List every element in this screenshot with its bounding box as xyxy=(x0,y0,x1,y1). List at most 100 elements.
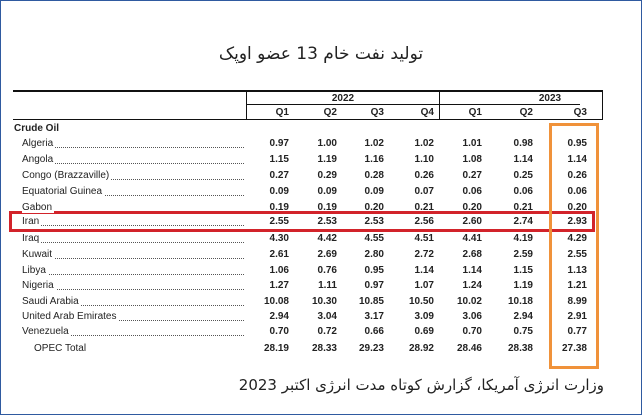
quarter-header: Q2 xyxy=(519,107,533,118)
value-cell: 1.15 xyxy=(513,265,533,276)
value-cell: 0.77 xyxy=(567,326,587,337)
value-cell: 4.29 xyxy=(567,233,587,244)
table-top-rule xyxy=(13,90,603,92)
value-cell: 2.59 xyxy=(513,249,533,260)
value-cell: 10.30 xyxy=(311,296,337,307)
table-row: Venezuela 0.70 0.72 0.66 0.69 0.70 0.75 0.77 xyxy=(0,324,642,340)
value-cell: 1.01 xyxy=(462,138,482,149)
table-row: Gabon 0.19 0.19 0.20 0.21 0.20 0.21 0.20 xyxy=(0,200,642,216)
value-cell: 0.09 xyxy=(364,186,384,197)
value-cell: 0.28 xyxy=(364,170,384,181)
year-underline-2022 xyxy=(247,104,439,105)
country-name: Venezuela xyxy=(22,326,71,337)
value-cell: 2.55 xyxy=(567,249,587,260)
country-cell: Libya xyxy=(22,263,244,279)
country-name: Angola xyxy=(22,154,56,165)
value-cell: 0.98 xyxy=(513,138,533,149)
country-cell: Angola xyxy=(22,152,244,168)
value-cell: 2.94 xyxy=(513,311,533,322)
value-cell: 1.24 xyxy=(462,280,482,291)
table-row: Libya 1.06 0.76 0.95 1.14 1.14 1.15 1.13 xyxy=(0,263,642,279)
value-cell: 0.26 xyxy=(414,170,434,181)
table-row: Nigeria 1.27 1.11 0.97 1.07 1.24 1.19 1.21 xyxy=(0,278,642,294)
iran-row-highlight xyxy=(9,211,595,232)
value-cell: 10.02 xyxy=(456,296,482,307)
value-cell: 1.14 xyxy=(414,265,434,276)
value-cell: 2.93 xyxy=(567,216,587,227)
dot-leader xyxy=(22,258,244,259)
value-cell: 2.72 xyxy=(414,249,434,260)
country-cell: Algeria xyxy=(22,136,244,152)
quarter-header: Q3 xyxy=(573,107,587,118)
country-name: Algeria xyxy=(22,138,56,149)
country-name: Congo (Brazzaville) xyxy=(22,170,112,181)
value-cell: 8.99 xyxy=(567,296,587,307)
value-cell: 28.46 xyxy=(456,343,482,354)
value-cell: 1.10 xyxy=(414,154,434,165)
value-cell: 0.21 xyxy=(414,202,434,213)
country-cell: Iraq xyxy=(22,231,244,247)
value-cell: 0.06 xyxy=(567,186,587,197)
value-cell: 0.07 xyxy=(414,186,434,197)
value-cell: 0.29 xyxy=(317,170,337,181)
dot-leader xyxy=(22,274,244,275)
value-cell: 28.33 xyxy=(311,343,337,354)
value-cell: 2.91 xyxy=(567,311,587,322)
value-cell: 1.14 xyxy=(462,265,482,276)
value-cell: 10.50 xyxy=(408,296,434,307)
value-cell: 4.42 xyxy=(317,233,337,244)
value-cell: 3.09 xyxy=(414,311,434,322)
value-cell: 1.21 xyxy=(567,280,587,291)
country-cell: Equatorial Guinea xyxy=(22,184,244,200)
value-cell: 4.51 xyxy=(414,233,434,244)
value-cell: 2.68 xyxy=(462,249,482,260)
value-cell: 4.41 xyxy=(462,233,482,244)
value-cell: 0.70 xyxy=(462,326,482,337)
value-cell: 0.75 xyxy=(513,326,533,337)
value-cell: 0.70 xyxy=(269,326,289,337)
country-cell: Saudi Arabia xyxy=(22,294,244,310)
value-cell: 0.66 xyxy=(364,326,384,337)
country-name: Libya xyxy=(22,265,48,276)
table-row: Iran 2.55 2.53 2.53 2.56 2.60 2.74 2.93 xyxy=(0,214,642,230)
value-cell: 3.04 xyxy=(317,311,337,322)
value-cell: 0.27 xyxy=(269,170,289,181)
table-row: Saudi Arabia 10.08 10.30 10.85 10.50 10.02 10.… xyxy=(0,294,642,310)
table-row: Kuwait 2.61 2.69 2.80 2.72 2.68 2.59 2.55 xyxy=(0,247,642,263)
country-cell: Nigeria xyxy=(22,278,244,294)
value-cell: 10.18 xyxy=(507,296,533,307)
value-cell: 10.85 xyxy=(358,296,384,307)
dot-leader xyxy=(22,289,244,290)
value-cell: 1.19 xyxy=(513,280,533,291)
value-cell: 0.20 xyxy=(567,202,587,213)
value-cell: 1.19 xyxy=(317,154,337,165)
value-cell: 0.19 xyxy=(317,202,337,213)
table-row: Congo (Brazzaville) 0.27 0.29 0.28 0.26 0.27 0… xyxy=(0,168,642,184)
page-title: تولید نفت خام 13 عضو اوپک xyxy=(218,44,424,64)
header-divider-right xyxy=(602,90,603,119)
year-underline-2023 xyxy=(440,104,580,105)
value-cell: 0.95 xyxy=(567,138,587,149)
table-row: Iraq 4.30 4.42 4.55 4.51 4.41 4.19 4.29 xyxy=(0,231,642,247)
year-2022: 2022 xyxy=(331,93,355,104)
value-cell: 0.95 xyxy=(364,265,384,276)
value-cell: 0.06 xyxy=(462,186,482,197)
value-cell: 29.23 xyxy=(358,343,384,354)
dot-leader xyxy=(22,335,244,336)
dot-leader xyxy=(22,179,244,180)
value-cell: 28.92 xyxy=(408,343,434,354)
dot-leader xyxy=(22,225,244,226)
table-row: OPEC Total 28.19 28.33 29.23 28.92 28.46 28.38… xyxy=(0,341,642,357)
value-cell: 1.11 xyxy=(318,280,337,291)
quarter-header: Q2 xyxy=(323,107,337,118)
table-row: Equatorial Guinea 0.09 0.09 0.09 0.07 0.06 0.0… xyxy=(0,184,642,200)
dot-leader xyxy=(22,305,244,306)
value-cell: 2.80 xyxy=(364,249,384,260)
value-cell: 1.06 xyxy=(269,265,289,276)
value-cell: 28.19 xyxy=(263,343,289,354)
value-cell: 2.94 xyxy=(269,311,289,322)
value-cell: 2.74 xyxy=(513,216,533,227)
value-cell: 0.09 xyxy=(317,186,337,197)
value-cell: 0.76 xyxy=(317,265,337,276)
value-cell: 0.72 xyxy=(317,326,337,337)
